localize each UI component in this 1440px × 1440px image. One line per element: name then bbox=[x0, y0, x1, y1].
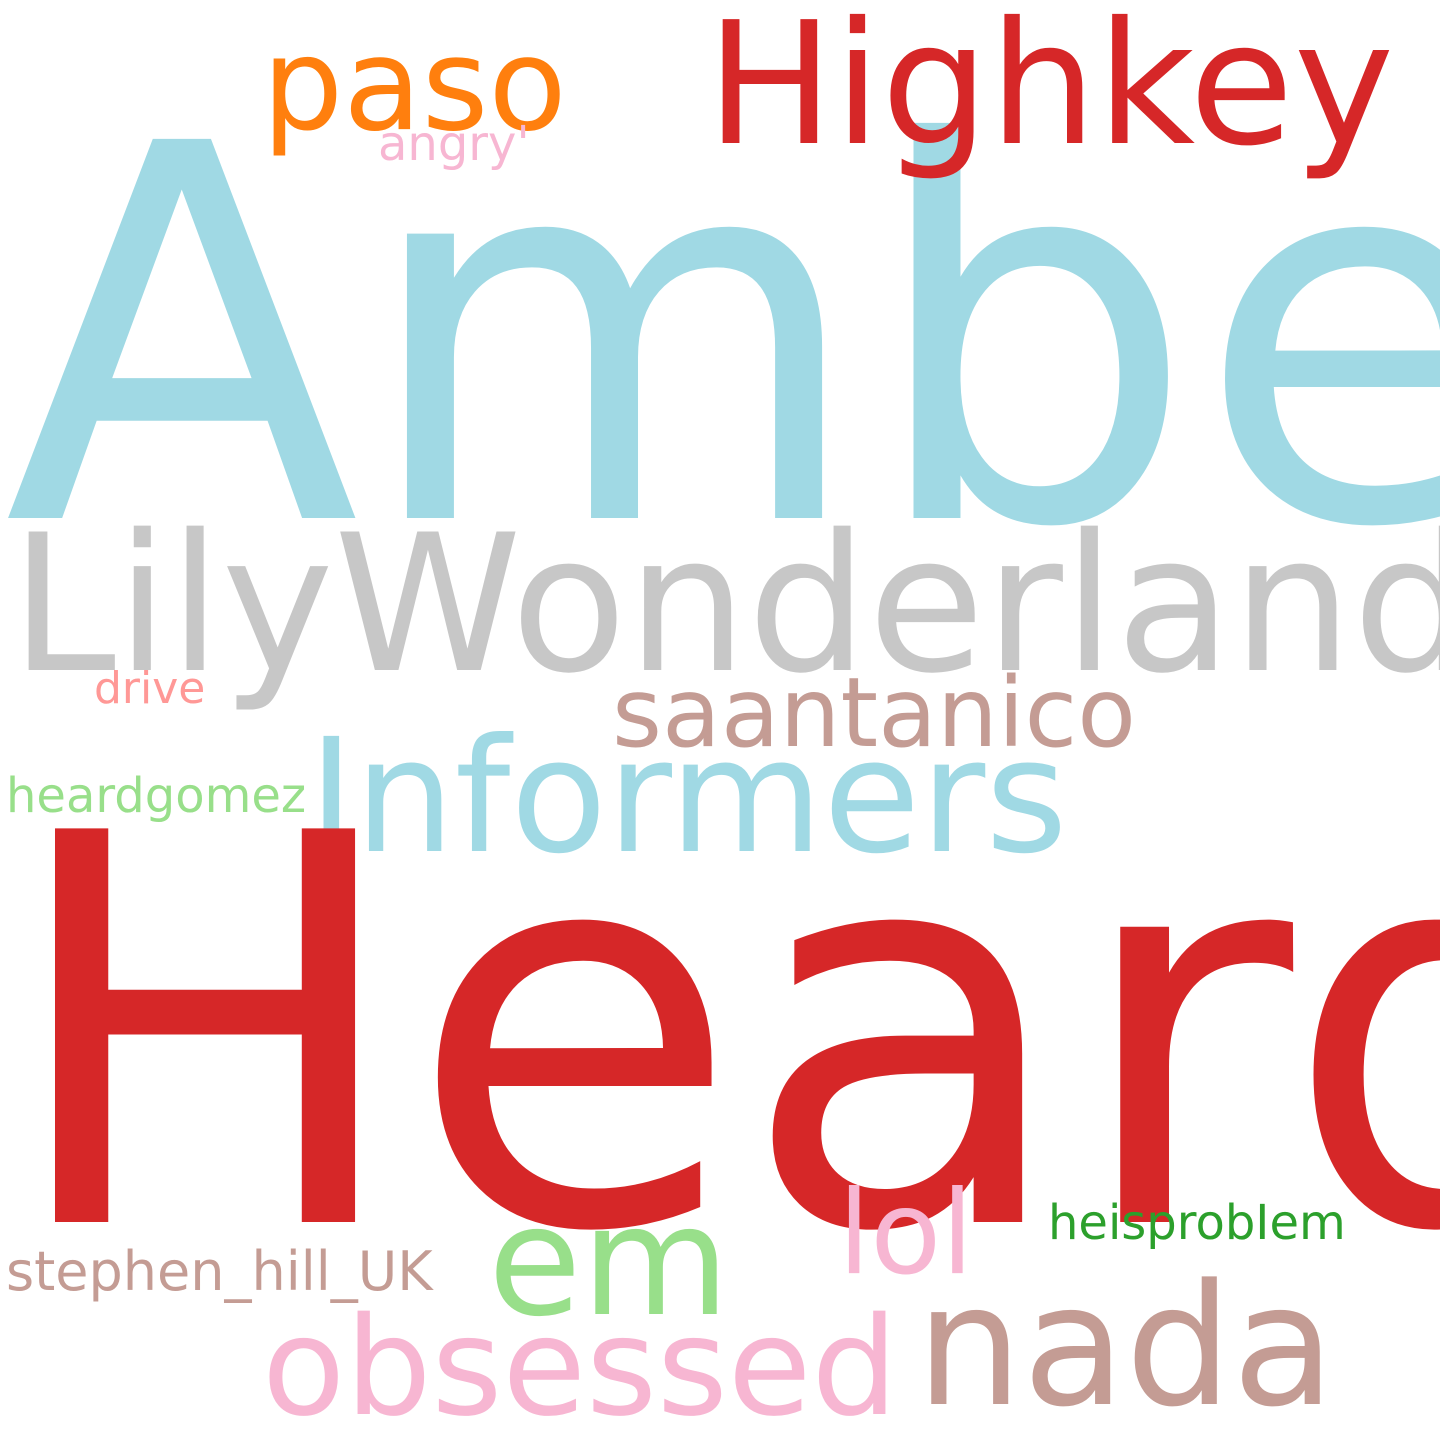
word-amber: Amber bbox=[4, 35, 1440, 641]
word-heard: Heard bbox=[2, 722, 1440, 1350]
word-nada: nada bbox=[916, 1248, 1336, 1440]
word-em: em bbox=[488, 1173, 730, 1350]
word-paso: paso bbox=[262, 11, 567, 160]
word-drive: drive bbox=[94, 663, 206, 714]
word-heardgomez: heardgomez bbox=[6, 768, 307, 824]
word-saantanico: saantanico bbox=[612, 657, 1137, 769]
word-highkey: Highkey bbox=[706, 0, 1395, 184]
word-obsessed: obsessed bbox=[262, 1289, 898, 1440]
word-heisproblem: heisprobIem bbox=[1048, 1195, 1346, 1251]
word-stephen-hill-uk: stephen_hill_UK bbox=[6, 1240, 433, 1303]
word-lol: lol bbox=[838, 1166, 974, 1301]
word-informers: Informers bbox=[308, 705, 1068, 889]
word-angry: angry' bbox=[378, 116, 530, 172]
word-lilywonderland: LilyWonderland bbox=[10, 494, 1440, 715]
